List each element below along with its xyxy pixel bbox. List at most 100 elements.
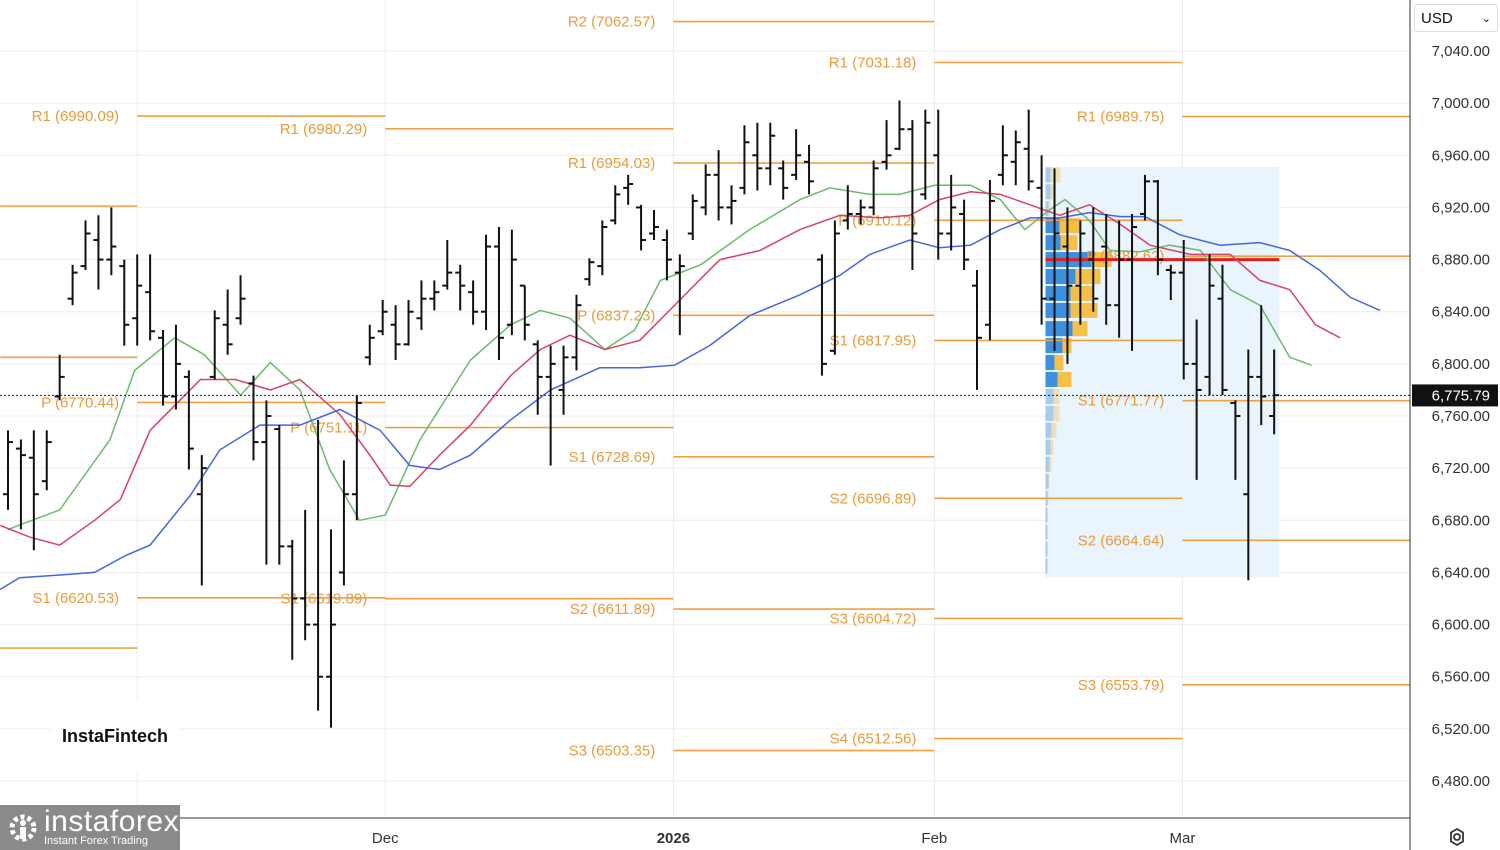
ohlc-bar [15,439,26,530]
ohlc-bar [726,185,737,225]
ohlc-bar [235,275,246,325]
volume-profile-buy-bar [1045,558,1048,574]
ohlc-bar [442,240,453,290]
volume-profile-buy-bar [1045,524,1048,540]
ohlc-bar [1230,400,1241,480]
ohlc-bar [119,259,130,346]
ohlc-bar [248,375,259,461]
ohlc-bar [1088,207,1099,312]
ohlc-bar [842,185,853,230]
ohlc-bar [752,122,763,191]
ohlc-bar [791,129,802,181]
ohlc-bar [778,160,789,200]
ohlc-bar [338,460,349,586]
pivot-level-label: R1 (6980.29) [280,121,368,138]
ohlc-bar [326,529,336,728]
ohlc-bar [1152,180,1163,276]
ohlc-bar [274,425,285,565]
volume-profile-sell-bar [1075,269,1101,285]
ohlc-bar [894,100,905,151]
ohlc-bar [3,430,13,510]
y-tick-label: 6,720.00 [1432,460,1490,477]
volume-profile-buy-bar [1045,388,1054,404]
volume-profile-buy-bar [1045,405,1054,421]
currency-value: USD [1421,9,1453,27]
pivot-level-label: S1 (6728.69) [569,449,656,466]
ohlc-bar [610,185,621,225]
ohlc-bar [597,220,608,276]
volume-profile-sell-bar [1072,321,1088,337]
ohlc-bar [571,294,582,371]
volume-profile-sell-bar [1053,405,1060,421]
pivot-level-label: S2 (6664.64) [1078,532,1165,549]
ohlc-bar [1191,319,1202,480]
ohlc-bar [1114,220,1125,338]
ohlc-bar [829,220,840,355]
volume-profile-buy-bar [1045,235,1061,251]
ohlc-bar [351,395,362,521]
ohlc-bar [1217,264,1228,396]
ohlc-bar [687,194,698,241]
x-tick-label: Feb [921,830,947,847]
volume-profile-buy-bar [1045,285,1071,301]
ohlc-bar [558,345,569,415]
pivot-level-label: S3 (6503.35) [569,743,656,760]
gear-logo-icon [9,814,37,841]
y-tick-label: 6,920.00 [1432,199,1490,216]
ohlc-bar [1178,240,1189,380]
y-tick-label: 6,480.00 [1432,773,1490,790]
ohlc-bar [1243,349,1254,581]
pivot-level-label: P (6837.23) [577,307,655,324]
ohlc-bar [649,210,659,241]
ohlc-bar [816,254,827,376]
last-price-label: 6,775.79 [1432,387,1490,404]
volume-profile-buy-bar [1045,355,1055,371]
ohlc-bar [390,305,401,360]
volume-profile-buy-bar [1045,439,1051,455]
last-price-badge [1412,384,1498,407]
ohlc-bar [468,280,479,325]
ohlc-bar [674,254,685,336]
ohlc-bar [300,509,311,641]
pivot-level-label: S1 (6817.95) [830,332,917,349]
currency-select[interactable]: USD ⌄ [1414,4,1498,32]
pivot-level-label: R2 (7062.57) [568,14,656,31]
ohlc-bar [1062,207,1073,364]
pivot-level-label: R1 (6954.03) [568,155,656,172]
logo-name: instaforex [44,805,180,838]
ohlc-bar [519,284,530,341]
volume-profile-sell-bar [1050,439,1054,455]
pivot-level-label: S3 (6553.79) [1078,677,1165,694]
watermark: InstaFintech [50,700,180,772]
ohlc-bar [261,400,272,565]
plot-area: R1 (6990.09) P (6770.44) S1 (6620.53) R1 (6… [0,0,1410,818]
ohlc-bar [416,280,427,330]
ohlc-bar [1204,254,1215,396]
y-tick-label: 6,840.00 [1432,304,1490,321]
pivot-level-label: S1 (6620.53) [32,590,119,607]
x-tick-label: Dec [372,830,399,847]
ohlc-bar [636,204,647,251]
y-tick-label: 7,000.00 [1432,95,1490,112]
settings-icon[interactable] [1446,826,1468,848]
ohlc-bar [1139,174,1150,221]
logo-tagline: Instant Forex Trading [44,835,148,847]
volume-profile-buy-bar [1045,456,1050,472]
ohlc-bar [661,229,672,281]
ohlc-bar [364,324,375,366]
ohlc-bar [506,229,517,336]
ohlc-bar [765,122,776,186]
ohlc-bar [80,220,91,271]
moving-average-mid [0,191,1341,546]
ohlc-bar [1127,213,1138,351]
y-tick-label: 6,960.00 [1432,147,1490,164]
ohlc-bar [106,207,117,276]
y-tick-label: 6,800.00 [1432,356,1490,373]
y-tick-label: 6,760.00 [1432,408,1490,425]
pivot-level-label: S1 (6771.77) [1078,393,1165,410]
ohlc-bar [145,254,156,341]
ohlc-bar [481,234,492,330]
ohlc-bar [907,120,918,271]
ohlc-bar [1049,168,1060,351]
